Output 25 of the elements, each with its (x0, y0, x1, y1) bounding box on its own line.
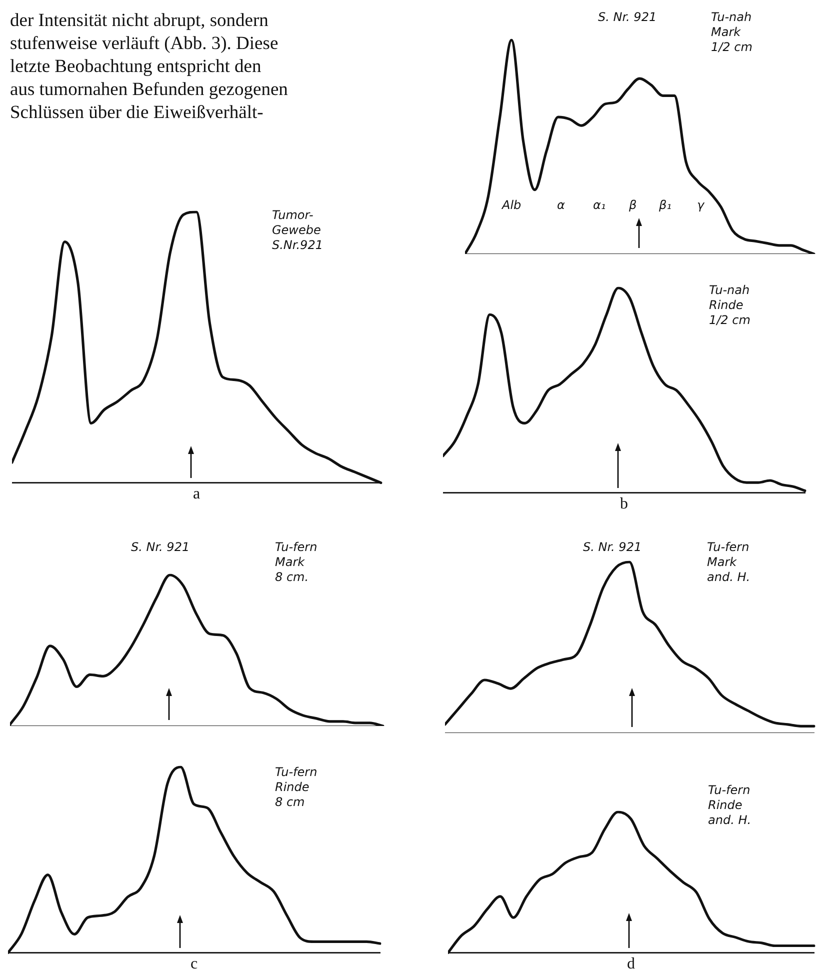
text: der Intensität nicht abrupt, sondern (10, 10, 270, 33)
text: S. Nr. 921 (598, 10, 657, 25)
text: stufenweise verläuft (Abb. 3). Diese (10, 33, 280, 56)
x-axis-title: d (627, 956, 635, 973)
text: Schlüssen über die Eiweißverhält- (10, 102, 264, 125)
annotation: α (557, 198, 565, 213)
annotation: α₁ (593, 198, 606, 213)
annotation: Tumor- Gewebe S.Nr.921 (272, 208, 323, 253)
annotation: Tu-fern Rinde and. H. (708, 783, 752, 828)
text: letzte Beobachtung entspricht den (10, 56, 262, 79)
annotation: β (629, 198, 637, 213)
text: S. Nr. 921 (583, 540, 642, 555)
annotation: γ (697, 198, 704, 213)
annotation: Alb (502, 198, 522, 213)
annotation: β₁ (659, 198, 672, 213)
annotation: Tu-fern Mark and. H. (707, 540, 750, 585)
x-axis-title: a (192, 486, 200, 503)
annotation: Tu-nah Rinde 1/2 cm (709, 283, 750, 328)
annotation: Tu-fern Mark 8 cm. (275, 540, 318, 585)
text: S. Nr. 921 (131, 540, 190, 555)
annotation: Tu-fern Rinde 8 cm (275, 765, 318, 810)
x-axis-title: c (190, 956, 198, 973)
x-axis-title: b (620, 496, 628, 513)
annotation: Tu-nah Mark 1/2 cm (711, 10, 752, 55)
text: aus tumornahen Befunden gezogenen (10, 79, 288, 102)
